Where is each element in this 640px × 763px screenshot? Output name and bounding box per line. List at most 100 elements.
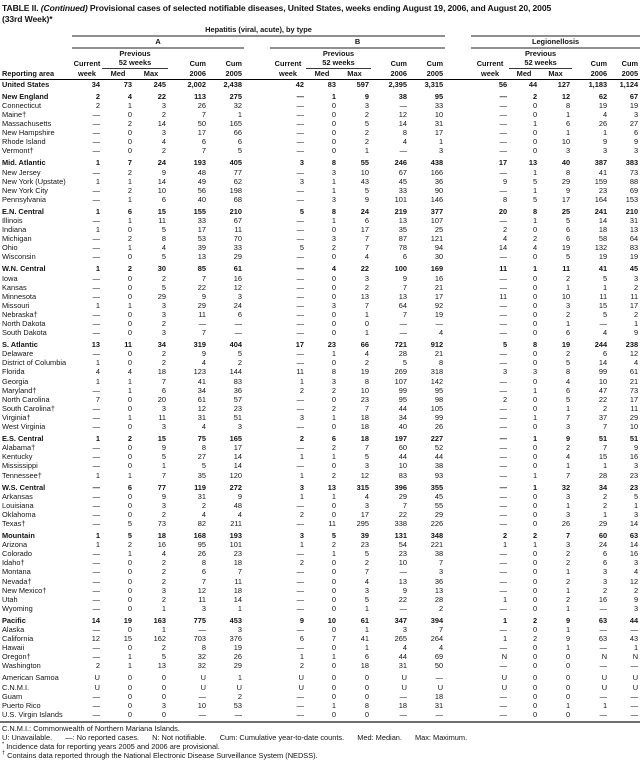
value-cell: 4 — [438, 643, 444, 653]
reporting-area-cell: New England — [2, 91, 49, 101]
value-cell: 0 — [532, 643, 538, 653]
value-cell: 6 — [127, 482, 132, 492]
value-cell: 0 — [331, 309, 336, 319]
value-cell: 0 — [127, 576, 132, 586]
value-cell: 27 — [197, 452, 206, 462]
value-cell: 17 — [629, 300, 639, 310]
value-cell: 1 — [299, 376, 304, 386]
table-row: California 12 15 162 703 376 6 7 41 265 264 1 2 9 63 43 — [0, 634, 640, 643]
header-cum2006-a: Cum — [189, 58, 206, 68]
reporting-area-cell: New Mexico† — [2, 585, 47, 595]
value-cell: 64 — [629, 234, 639, 244]
value-cell: 1 — [299, 452, 304, 462]
value-cell: 1 — [95, 376, 100, 386]
header-spacer — [572, 48, 609, 58]
value-cell: — — [92, 128, 100, 138]
column-gap — [445, 519, 471, 528]
column-gap — [445, 367, 471, 376]
value-cell: 1 — [127, 300, 132, 310]
value-cell: 5 — [602, 273, 608, 283]
value-cell: 1 — [565, 585, 571, 595]
value-cell: 127 — [557, 79, 571, 89]
column-gap — [244, 625, 270, 634]
reporting-area-cell: Massachusetts — [2, 119, 52, 129]
value-cell: 22 — [398, 509, 407, 519]
value-cell: 269 — [394, 367, 407, 377]
table-row: West Virginia — 0 3 4 3 — 0 18 40 26 — 0 3 7 10 — [0, 422, 640, 431]
value-cell: 3 — [565, 540, 571, 550]
value-cell: 4 — [502, 234, 508, 244]
value-cell: — — [234, 328, 242, 338]
value-cell: 3 — [602, 576, 608, 586]
value-cell: 47 — [598, 385, 608, 395]
value-cell: — — [296, 328, 304, 338]
reporting-area-cell: Kansas — [2, 282, 27, 292]
value-cell: — — [499, 385, 508, 395]
value-cell: — — [599, 625, 608, 634]
value-cell: 62 — [598, 91, 608, 101]
value-cell: 2 — [331, 243, 336, 253]
value-cell: 1 — [532, 215, 538, 225]
value-cell: 0 — [161, 691, 166, 701]
value-cell: 355 — [430, 482, 444, 492]
value-cell: 3 — [237, 291, 242, 301]
column-gap — [244, 577, 270, 586]
value-cell: 7 — [201, 146, 206, 156]
value-cell: 241 — [594, 206, 608, 216]
value-cell: — — [198, 625, 206, 634]
value-cell: 26 — [598, 119, 608, 129]
column-gap — [244, 492, 270, 501]
value-cell: 14 — [233, 452, 242, 462]
value-cell: 0 — [532, 585, 538, 595]
value-cell: 1 — [237, 673, 242, 683]
value-cell: 246 — [394, 158, 407, 168]
value-cell: — — [296, 273, 304, 283]
value-cell: 12 — [629, 576, 639, 586]
header-max-b: Max — [338, 68, 371, 80]
value-cell: 1 — [95, 206, 100, 216]
value-cell: 17 — [360, 225, 369, 235]
value-cell: 85 — [197, 264, 206, 274]
value-cell: 164 — [594, 194, 608, 204]
value-cell: 11 — [599, 291, 608, 301]
value-cell: 2 — [95, 91, 100, 101]
header-row-subgroup: A B Legionellosis — [0, 36, 640, 50]
column-gap — [244, 404, 270, 413]
column-gap — [445, 634, 471, 643]
column-gap — [244, 558, 270, 567]
header-hepatitis-group: Hepatitis (viral, acute), by type — [72, 25, 446, 38]
header-cum2005-b: Cum — [426, 58, 444, 68]
value-cell: 221 — [430, 540, 444, 550]
value-cell: — — [599, 603, 608, 613]
value-cell: 394 — [430, 615, 444, 625]
value-cell: 8 — [438, 358, 444, 368]
table-row: Virginia† —1 11 31 51 3 1 18 34 99—1 7 37 29 — [0, 413, 640, 422]
column-gap — [445, 386, 471, 395]
value-cell: 210 — [229, 206, 242, 216]
value-cell: — — [92, 215, 100, 225]
value-cell: 120 — [229, 470, 242, 480]
value-cell: 18 — [360, 412, 369, 422]
value-cell: — — [499, 500, 508, 510]
column-gap — [445, 404, 471, 413]
value-cell: 0 — [532, 500, 538, 510]
reporting-area-cell: Missouri — [2, 300, 30, 310]
value-cell: 0 — [127, 319, 132, 328]
value-cell: — — [296, 394, 304, 404]
value-cell: — — [296, 358, 304, 368]
value-cell: U — [632, 682, 639, 692]
column-gap — [445, 528, 471, 540]
value-cell: 13 — [398, 291, 407, 301]
value-cell: — — [499, 309, 508, 319]
header-spacer — [445, 58, 471, 68]
value-cell: 1 — [364, 309, 369, 319]
value-cell: 38 — [398, 91, 407, 101]
reporting-area-cell: North Dakota — [2, 319, 46, 328]
value-cell: 2 — [633, 585, 639, 595]
value-cell: 9 — [201, 349, 206, 359]
value-cell: 63 — [629, 531, 639, 541]
column-gap — [244, 168, 270, 177]
value-cell: 18 — [360, 661, 369, 671]
value-cell: 1 — [127, 412, 132, 422]
value-cell: 4 — [364, 252, 369, 262]
